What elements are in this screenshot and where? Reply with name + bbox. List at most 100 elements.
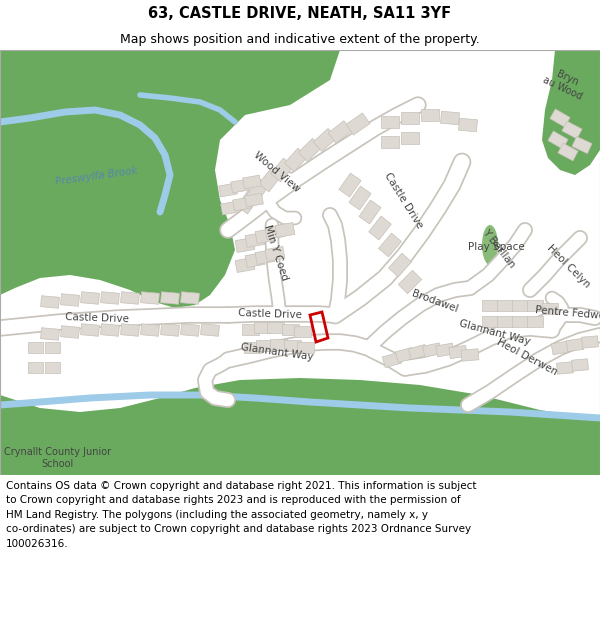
Text: Contains OS data © Crown copyright and database right 2021. This information is : Contains OS data © Crown copyright and d… <box>6 481 476 549</box>
Text: Crynallt County Junior
School: Crynallt County Junior School <box>4 448 112 469</box>
Bar <box>254 322 271 334</box>
Bar <box>181 324 199 336</box>
Bar <box>140 324 160 336</box>
Text: Castle Drive: Castle Drive <box>238 308 302 320</box>
Bar <box>41 296 59 308</box>
Text: Y Berllan: Y Berllan <box>480 228 517 270</box>
Bar <box>562 121 582 139</box>
Bar <box>181 292 199 304</box>
Bar <box>245 253 265 268</box>
Bar <box>44 362 59 374</box>
Bar <box>566 339 584 351</box>
Bar <box>527 316 543 328</box>
Bar <box>61 326 79 338</box>
Bar <box>221 201 239 215</box>
Bar <box>409 344 428 359</box>
Bar <box>245 193 263 207</box>
Bar <box>255 229 275 244</box>
Bar <box>242 175 262 189</box>
Bar <box>61 294 79 306</box>
Bar <box>313 129 337 151</box>
Bar <box>235 238 255 252</box>
Bar <box>581 336 598 348</box>
Bar <box>28 362 43 374</box>
Bar <box>235 258 255 272</box>
Text: Heol Celyn: Heol Celyn <box>545 243 592 290</box>
Bar <box>44 342 59 354</box>
Bar <box>401 132 419 144</box>
Text: Bryn
au Wood: Bryn au Wood <box>541 64 589 102</box>
Bar <box>245 232 265 248</box>
Bar <box>550 109 570 127</box>
Bar <box>255 249 275 264</box>
Text: Brodawel: Brodawel <box>410 288 459 314</box>
Text: Castle Drive: Castle Drive <box>382 171 424 230</box>
Bar <box>359 200 381 224</box>
Bar <box>346 113 370 135</box>
Polygon shape <box>542 50 600 175</box>
Bar <box>140 292 160 304</box>
Bar <box>296 342 314 354</box>
Bar <box>369 216 391 240</box>
Bar <box>449 346 467 359</box>
Polygon shape <box>0 378 600 475</box>
Bar <box>218 183 238 197</box>
Bar <box>436 343 454 357</box>
Bar <box>271 158 293 182</box>
Bar <box>395 348 415 362</box>
Bar <box>328 121 352 143</box>
Bar <box>379 233 401 257</box>
Bar <box>482 299 498 311</box>
Bar <box>497 299 513 311</box>
Text: 63, CASTLE DRIVE, NEATH, SA11 3YF: 63, CASTLE DRIVE, NEATH, SA11 3YF <box>148 6 452 21</box>
Bar <box>497 316 513 328</box>
Bar <box>381 136 399 148</box>
Bar <box>284 341 301 351</box>
Bar <box>382 352 401 367</box>
Bar <box>557 362 574 374</box>
Bar <box>101 324 119 336</box>
Bar <box>265 224 285 239</box>
Bar <box>558 143 578 161</box>
Bar <box>230 179 250 193</box>
Bar <box>542 302 558 314</box>
Text: Wood View: Wood View <box>252 150 302 194</box>
Bar <box>41 328 59 340</box>
Bar <box>266 322 284 334</box>
Bar <box>572 136 592 154</box>
Bar <box>265 246 285 261</box>
Bar <box>121 324 139 336</box>
Bar <box>401 112 419 124</box>
Bar <box>548 131 568 149</box>
Bar <box>284 148 308 172</box>
Bar <box>101 292 119 304</box>
Bar <box>482 316 498 328</box>
Bar <box>298 138 322 162</box>
Text: Castle Drive: Castle Drive <box>65 312 129 324</box>
Polygon shape <box>0 50 340 308</box>
Bar <box>398 271 422 294</box>
Bar <box>80 324 100 336</box>
Bar <box>388 253 412 277</box>
Text: Pentre Fedwen: Pentre Fedwen <box>535 306 600 322</box>
Bar <box>200 324 220 336</box>
Bar <box>440 111 460 125</box>
Bar <box>275 222 295 238</box>
Bar <box>512 316 528 328</box>
Text: Min Y Coed: Min Y Coed <box>262 224 289 282</box>
Text: Play Space: Play Space <box>468 242 525 252</box>
Bar <box>259 168 281 192</box>
Bar <box>161 292 179 304</box>
Bar <box>458 118 478 132</box>
Bar <box>293 326 311 338</box>
Bar <box>269 339 287 351</box>
Bar <box>161 324 179 336</box>
Bar <box>244 342 260 354</box>
Bar <box>237 190 259 214</box>
Bar <box>527 299 543 311</box>
Text: Map shows position and indicative extent of the property.: Map shows position and indicative extent… <box>120 32 480 46</box>
Bar <box>339 173 361 197</box>
Bar <box>241 324 259 336</box>
Bar <box>551 341 569 355</box>
Bar <box>233 197 251 211</box>
